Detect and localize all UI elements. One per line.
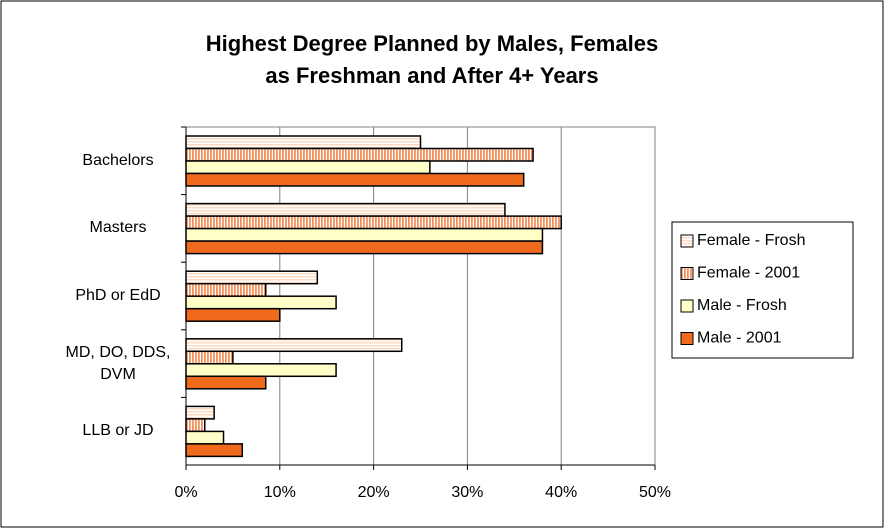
bar [185,270,319,285]
bar [185,430,225,445]
bar [185,240,544,255]
legend-label: Female - Frosh [697,232,805,249]
bar [185,363,337,378]
legend-label: Male - 2001 [697,330,782,347]
legend-swatch [680,299,694,313]
x-tick-label: 40% [545,484,577,501]
bar [185,338,403,353]
y-tick-label: PhD or EdD [75,287,161,304]
legend-swatch [680,234,694,248]
y-tick-label: Bachelors [82,151,154,169]
bar [185,172,525,187]
bar [185,147,534,162]
x-tick-label: 20% [358,484,390,501]
bar [185,443,244,458]
x-tick-label: 50% [639,484,671,501]
bar [185,375,267,390]
bar [185,350,234,365]
y-tick-label: MD, DO, DDS, DVM [65,343,171,383]
bar [185,227,544,242]
legend-label: Female - 2001 [697,265,800,282]
legend-swatch [680,267,694,280]
legend-swatch [680,332,694,345]
x-tick-label: 0% [174,484,197,501]
bar [185,215,562,230]
bar [185,160,431,175]
x-tick-label: 10% [264,484,296,501]
bar [185,405,215,420]
bar [185,282,267,297]
bar [185,307,281,322]
y-tick-label: Masters [89,219,147,237]
bar [185,202,506,217]
bar [185,295,337,310]
bar [185,135,422,150]
chart-title: as Freshman and After 4+ Years [265,63,598,88]
legend-label: Male - Frosh [697,297,787,314]
legend-box [671,221,854,359]
chart-title: Highest Degree Planned by Males, Females [206,31,658,56]
x-tick-label: 30% [451,484,483,501]
bar [185,418,206,433]
y-tick-label: LLB or JD [82,422,154,440]
